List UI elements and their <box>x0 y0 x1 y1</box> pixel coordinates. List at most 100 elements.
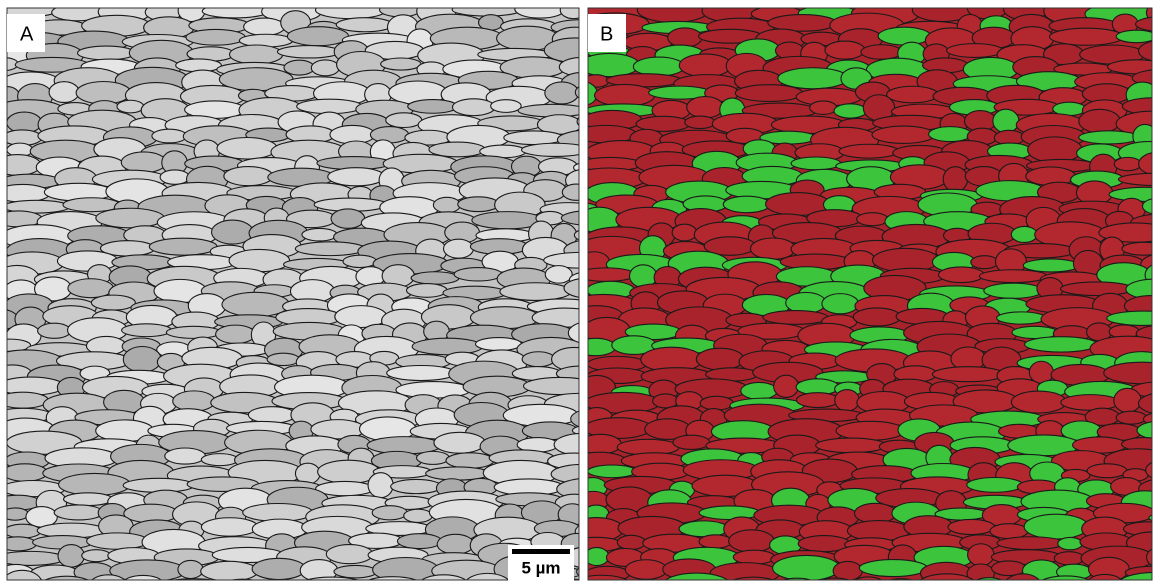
grain <box>699 506 760 520</box>
grain <box>267 353 299 365</box>
grain <box>58 545 84 568</box>
grain <box>993 109 1019 133</box>
grain <box>0 537 36 551</box>
grain <box>165 448 206 464</box>
grain <box>368 473 393 498</box>
grain <box>1122 242 1154 255</box>
grain <box>370 127 408 143</box>
grain <box>872 126 935 143</box>
grain <box>1116 411 1146 424</box>
grain <box>971 256 998 269</box>
grain <box>408 100 458 114</box>
grain <box>412 338 482 355</box>
grain <box>810 101 837 115</box>
grain <box>152 129 187 143</box>
grain <box>82 550 111 562</box>
grain <box>967 478 1023 493</box>
grain <box>679 54 731 77</box>
panel-b-label: B <box>600 23 613 45</box>
grain <box>434 432 485 453</box>
scale-bar <box>512 549 570 554</box>
grain <box>166 326 221 338</box>
grain <box>1058 537 1083 549</box>
grain <box>887 86 939 103</box>
grain <box>968 544 994 566</box>
grain <box>1087 464 1127 478</box>
grain <box>315 1 386 18</box>
grain <box>990 524 1028 539</box>
grain <box>433 197 460 212</box>
grain <box>835 390 860 411</box>
grain <box>404 509 433 522</box>
grain <box>54 505 103 520</box>
grain <box>637 0 709 22</box>
grain <box>774 375 799 397</box>
grain <box>723 196 770 212</box>
figure: A B 5 µm <box>0 0 1154 581</box>
grain <box>216 325 256 343</box>
grain <box>673 435 710 449</box>
grain <box>836 421 905 440</box>
grain <box>0 551 65 565</box>
grain <box>560 2 587 19</box>
grain <box>1024 514 1088 539</box>
grain <box>1011 226 1037 242</box>
grain <box>87 533 149 549</box>
grain <box>2 508 29 520</box>
grain <box>625 560 667 580</box>
grain <box>773 555 840 580</box>
grain <box>444 239 474 258</box>
grain <box>123 347 161 373</box>
grain <box>336 18 393 32</box>
panel-a-grains <box>0 0 668 581</box>
grain <box>878 27 931 45</box>
grain <box>491 100 522 113</box>
grain <box>297 99 363 113</box>
page: A B 5 µm (() => { const data = JSON.pars… <box>0 0 1154 581</box>
grain <box>545 82 579 104</box>
grain <box>679 521 729 537</box>
grain <box>861 45 902 59</box>
grain <box>397 534 441 549</box>
grain <box>406 284 447 298</box>
grain <box>576 338 615 355</box>
grain <box>96 208 164 228</box>
grain <box>750 238 795 259</box>
grain <box>149 238 217 255</box>
grain <box>729 530 775 552</box>
grain <box>331 209 365 228</box>
grain <box>417 451 450 464</box>
grain <box>38 323 71 338</box>
grain <box>1061 395 1120 411</box>
grain <box>122 324 172 337</box>
grain <box>997 312 1046 324</box>
grain <box>452 99 494 116</box>
grain <box>452 3 522 16</box>
grain <box>685 116 716 128</box>
grain <box>1079 109 1120 133</box>
grain <box>853 308 901 326</box>
grain <box>1023 259 1079 272</box>
grain <box>248 407 295 423</box>
grain <box>1054 552 1084 565</box>
grain <box>834 104 867 118</box>
grain <box>545 266 572 284</box>
grain <box>475 338 521 351</box>
grain <box>929 127 972 142</box>
grain <box>1079 131 1139 144</box>
grain <box>579 434 621 454</box>
grain <box>700 396 733 410</box>
grain <box>515 0 565 18</box>
grain <box>3 464 48 482</box>
grain <box>391 479 442 493</box>
grain <box>437 534 474 554</box>
grain <box>230 45 283 64</box>
grain <box>668 28 702 47</box>
grain <box>78 46 136 60</box>
grain <box>68 279 113 298</box>
grain <box>0 155 41 176</box>
grain <box>295 242 364 256</box>
grain <box>201 561 258 581</box>
grain <box>797 393 839 408</box>
grain <box>1050 28 1124 45</box>
